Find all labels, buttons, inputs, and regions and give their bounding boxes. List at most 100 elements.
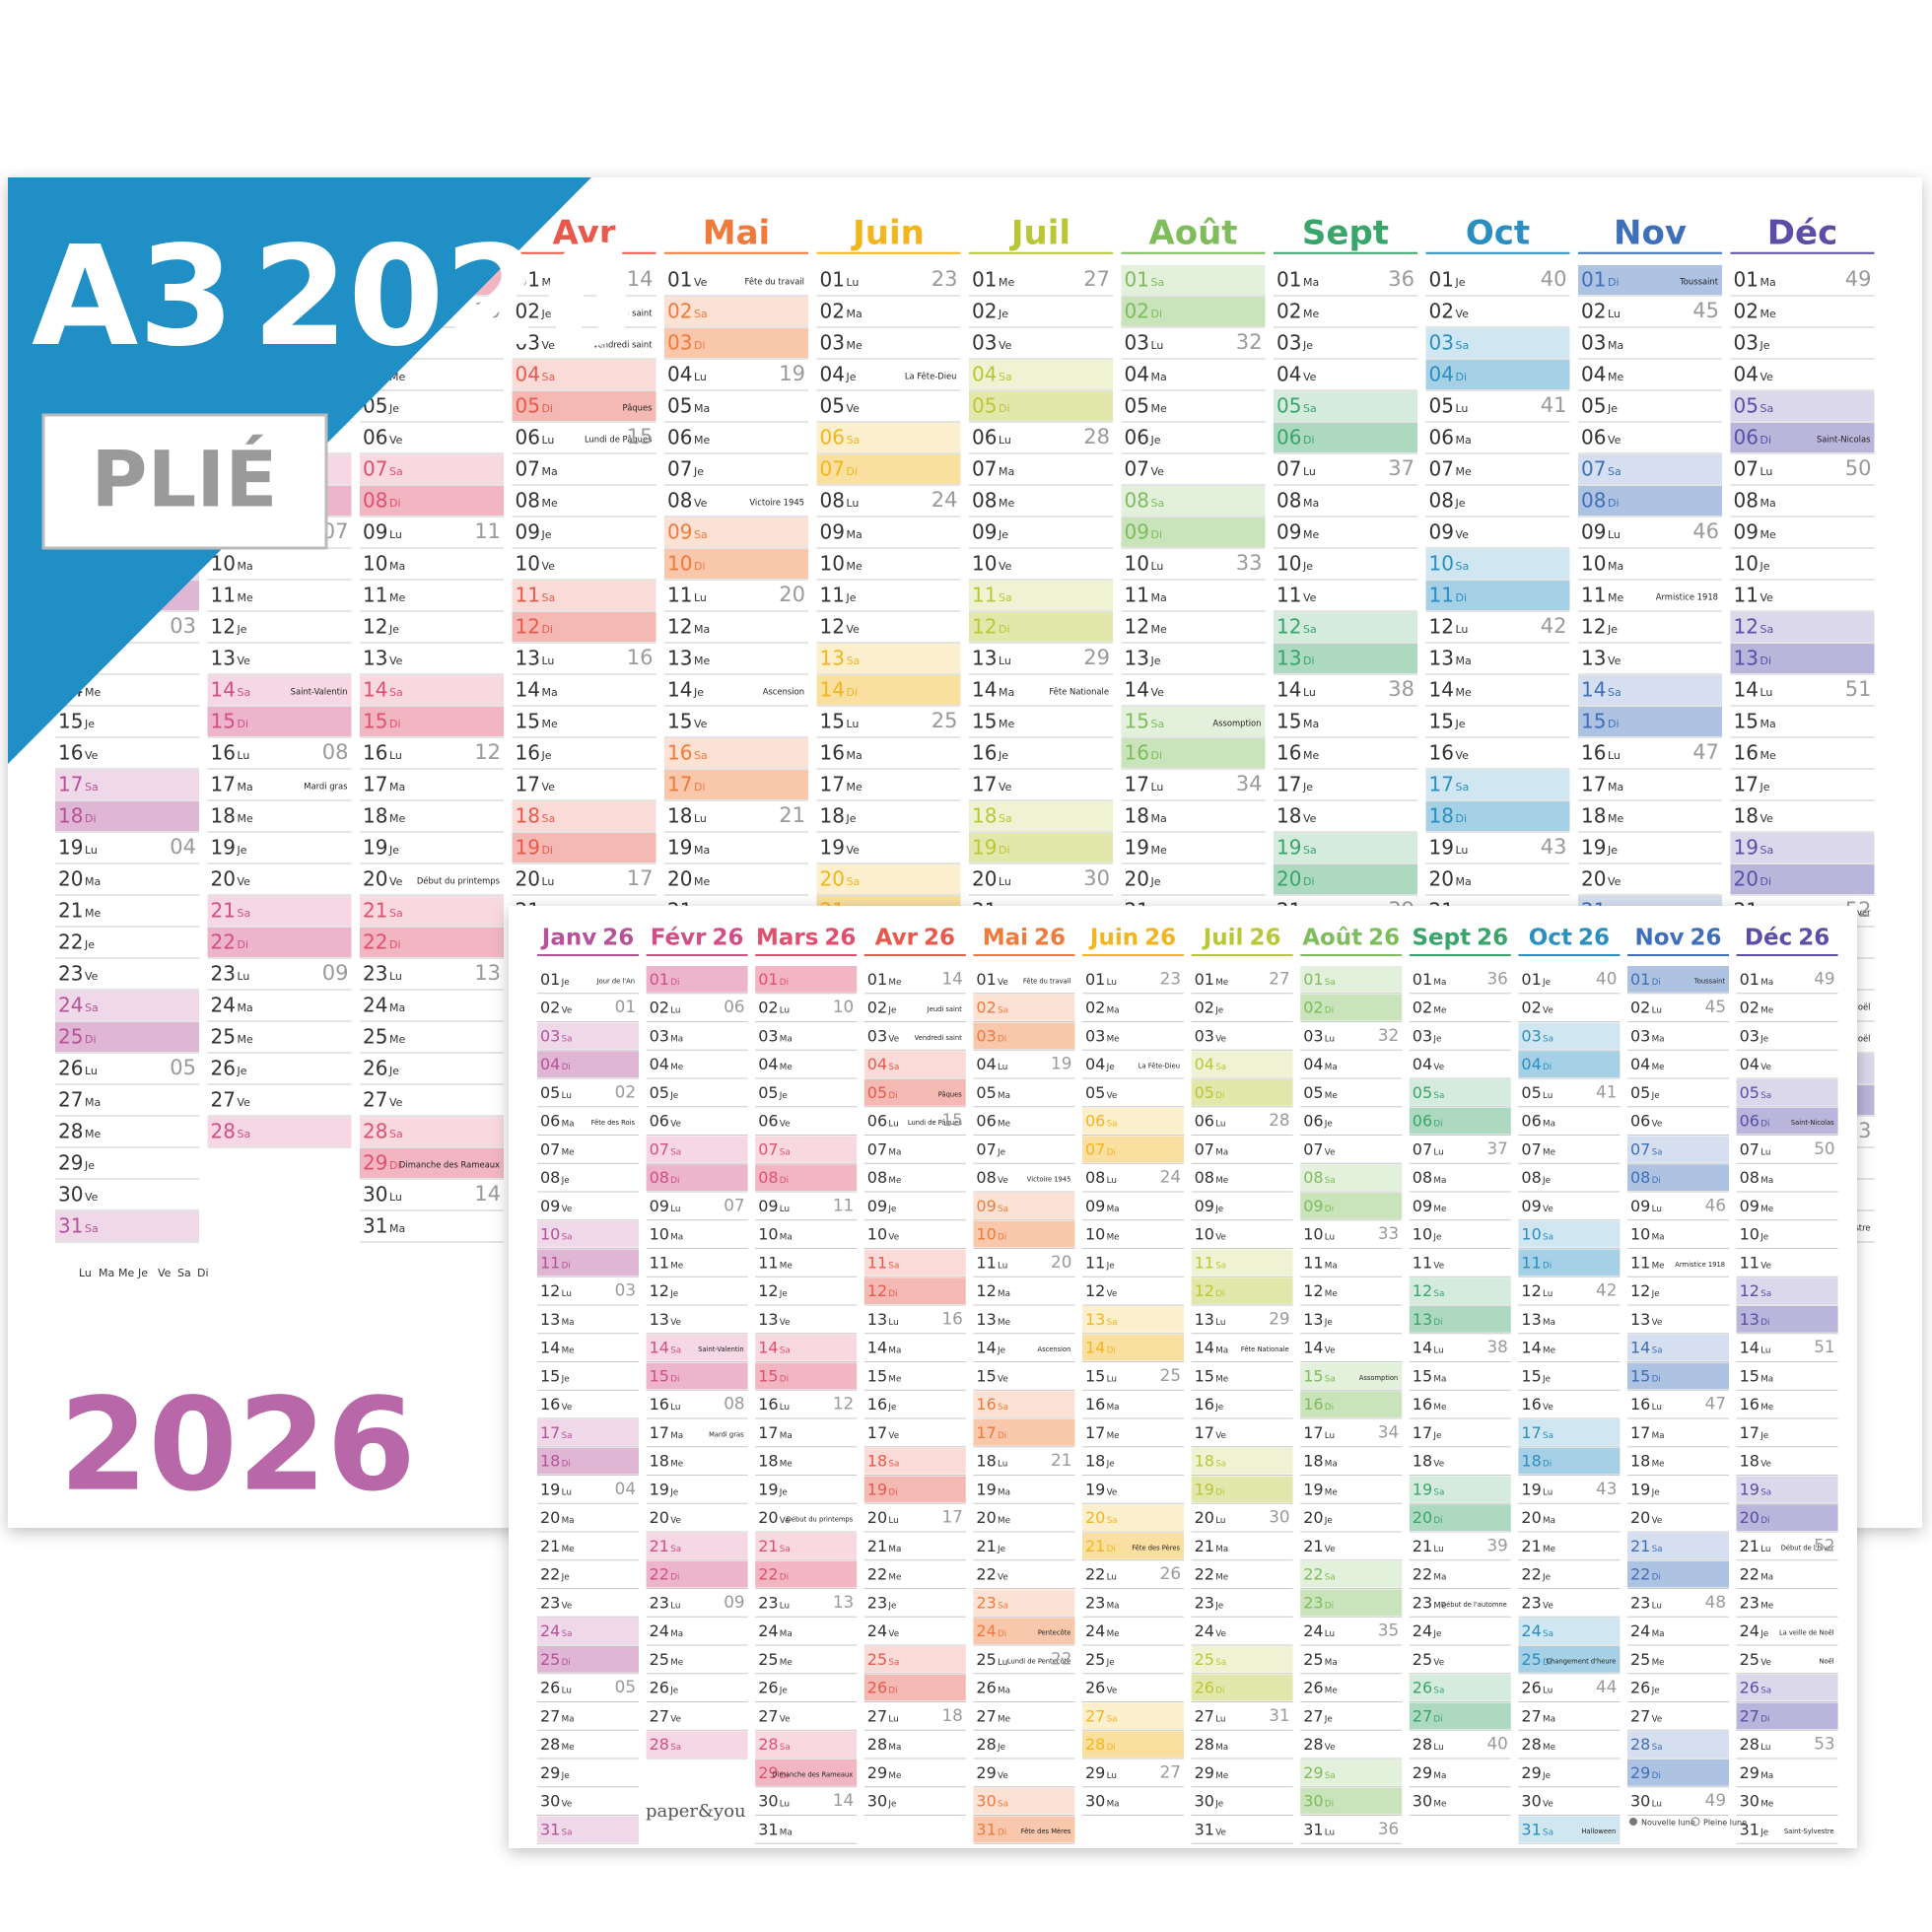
weekday: Sa: [1543, 1431, 1553, 1441]
weekday: Je: [541, 749, 552, 762]
weekday: Sa: [998, 1403, 1008, 1413]
weekday: Je: [1760, 1431, 1768, 1441]
weekday: Je: [1432, 1431, 1441, 1441]
weekday: Ve: [670, 1120, 681, 1130]
weekday: Ma: [562, 1714, 575, 1724]
weekend-cell: [646, 1560, 748, 1588]
day-number: 07: [1195, 1139, 1214, 1158]
weekday: Ve: [694, 718, 708, 730]
day-number: 14: [650, 1339, 669, 1357]
day-number: 11: [867, 1253, 887, 1272]
week-number: 32: [1378, 1025, 1399, 1045]
weekday: Je: [1324, 1318, 1333, 1328]
weekend-cell: [646, 1334, 748, 1361]
day-number: 09: [1740, 1197, 1760, 1215]
week-number: 20: [1051, 1252, 1071, 1272]
weekday: Me: [1760, 1403, 1773, 1413]
day-number: 09: [1303, 1197, 1323, 1215]
day-number: 27: [976, 1706, 996, 1725]
weekday: Me: [389, 1033, 405, 1046]
weekday: Me: [562, 1743, 575, 1753]
day-number: 18: [363, 804, 387, 828]
weekday: Lu: [780, 1006, 790, 1016]
weekday: Sa: [1151, 276, 1165, 289]
day-number: 09: [1581, 520, 1606, 544]
weekday: Je: [561, 1176, 570, 1186]
day-number: 05: [820, 394, 845, 418]
weekday: Je: [1106, 1063, 1115, 1072]
weekday: Je: [887, 1205, 896, 1214]
month-name: Nov: [1634, 925, 1684, 950]
day-number: 11: [1740, 1253, 1760, 1272]
weekday: Sa: [670, 1743, 681, 1753]
day-number: 28: [976, 1735, 996, 1754]
weekday: Sa: [1325, 1176, 1336, 1186]
day-number: 06: [650, 1112, 669, 1131]
weekday: Di: [1325, 1601, 1334, 1611]
day-number: 04: [1740, 1055, 1760, 1073]
weekend-cell: [1300, 1787, 1403, 1815]
day-number: 13: [820, 647, 845, 670]
weekday: Lu: [1608, 528, 1621, 541]
weekday: Sa: [1151, 497, 1165, 510]
day-number: 19: [972, 836, 997, 860]
day-number: 18: [1630, 1452, 1650, 1471]
weekday: Je: [997, 1346, 1005, 1356]
weekday: Je: [1542, 978, 1551, 988]
day-number: 16: [540, 1395, 560, 1414]
day-number: 25: [1413, 1650, 1432, 1669]
weekday: Di: [1760, 655, 1772, 667]
weekend-cell: [973, 1193, 1075, 1219]
holiday-note: Dimanche des Rameaux: [772, 1770, 853, 1778]
day-number: 06: [1276, 426, 1301, 449]
weekend-cell: [1736, 1079, 1838, 1106]
day-number: 19: [650, 1480, 669, 1498]
weekday: Ve: [998, 1771, 1008, 1781]
holiday-note: Mardi gras: [304, 782, 347, 792]
day-number: 26: [1630, 1679, 1650, 1697]
day-number: 12: [1734, 615, 1759, 639]
week-number: 06: [724, 997, 744, 1016]
day-number: 12: [1413, 1281, 1432, 1300]
day-number: 09: [650, 1197, 669, 1215]
day-number: 24: [1195, 1622, 1214, 1640]
weekday: Ve: [238, 655, 251, 667]
weekday: Di: [780, 1176, 789, 1186]
weekday: Di: [85, 1033, 97, 1046]
weekend-cell: [537, 1646, 639, 1673]
weekday: Di: [1151, 749, 1163, 762]
weekday: Sa: [998, 1006, 1008, 1016]
day-number: 16: [1413, 1395, 1432, 1414]
day-number: 03: [820, 331, 845, 355]
day-number: 06: [1581, 426, 1606, 449]
day-number: 04: [1303, 1055, 1323, 1073]
day-number: 27: [650, 1706, 669, 1725]
weekday: Di: [998, 1828, 1006, 1837]
weekend-cell: [1425, 328, 1570, 358]
day-number: 18: [211, 804, 236, 828]
day-number: 22: [540, 1565, 560, 1584]
weekend-cell: [646, 1533, 748, 1559]
day-number: 23: [1521, 1593, 1541, 1612]
day-number: 16: [1195, 1395, 1214, 1414]
weekday: Sa: [1456, 560, 1470, 573]
weekday: Me: [1608, 812, 1623, 825]
day-number: 01: [1521, 970, 1541, 989]
day-number: 14: [1303, 1339, 1323, 1357]
weekend-cell: [973, 994, 1075, 1021]
holiday-note: Fête des Mères: [1021, 1828, 1071, 1835]
day-number: 31: [363, 1214, 387, 1238]
weekend-cell: [55, 1022, 199, 1052]
day-number: 01: [650, 970, 669, 989]
holiday-note: Fête des Pères: [1132, 1544, 1180, 1552]
day-number: 06: [1740, 1112, 1760, 1131]
week-number: 03: [615, 1280, 636, 1300]
weekday: Sa: [562, 1233, 573, 1243]
weekend-cell: [1300, 1391, 1403, 1417]
day-number: 26: [1303, 1679, 1323, 1697]
legend-new-moon: Nouvelle lune: [1641, 1819, 1695, 1828]
weekday: Di: [1303, 875, 1315, 888]
weekday: Lu: [1760, 1743, 1770, 1753]
day-number: 19: [667, 836, 692, 860]
weekend-cell: [755, 1334, 858, 1361]
